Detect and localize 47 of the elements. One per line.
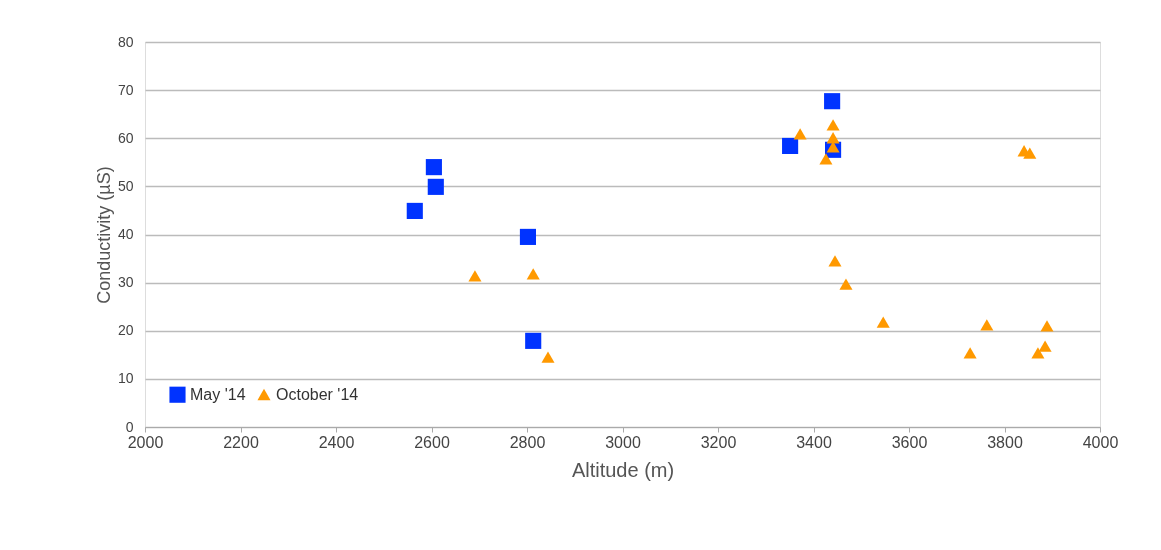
- point: [1038, 340, 1052, 352]
- y-tick-label: 20: [117, 322, 134, 339]
- point: [819, 153, 833, 165]
- point: [876, 316, 890, 328]
- y-tick-label: 30: [117, 274, 134, 291]
- point: [1031, 347, 1045, 359]
- x-tick-label: 3800: [987, 433, 1023, 451]
- y-tick-label: 60: [117, 129, 134, 146]
- x-tick-label: 3600: [891, 433, 928, 451]
- x-tick-label: 3000: [605, 433, 641, 451]
- point: [980, 319, 994, 331]
- y-tick-label: 80: [117, 33, 134, 50]
- point: [541, 351, 555, 363]
- point: [963, 347, 977, 359]
- point: [1023, 147, 1037, 159]
- point: [1040, 320, 1054, 332]
- point: [526, 268, 540, 280]
- point: [793, 128, 807, 140]
- y-axis-title: Conductivity (µS): [93, 166, 114, 304]
- y-tick-label: 50: [117, 177, 134, 194]
- x-tick-label: 2400: [318, 433, 355, 451]
- x-axis-title: Altitude (m): [571, 458, 675, 481]
- x-tick-label: 4000: [1082, 433, 1119, 451]
- point: [525, 332, 542, 349]
- x-tick-label: 2800: [509, 433, 546, 451]
- x-tick-label: 3200: [700, 433, 737, 451]
- point: [406, 202, 423, 219]
- point: [427, 178, 444, 195]
- x-tick-label: 2200: [223, 433, 259, 451]
- x-tick-label: 2000: [127, 433, 164, 451]
- legend-label: October '14: [276, 385, 359, 403]
- point: [425, 159, 442, 176]
- legend-label: May '14: [190, 385, 246, 403]
- point: [839, 278, 853, 290]
- y-tick-label: 0: [125, 418, 134, 435]
- point: [828, 255, 842, 267]
- y-tick-label: 10: [117, 370, 134, 387]
- point: [826, 141, 840, 153]
- x-tick-label: 3400: [796, 433, 832, 451]
- y-tick-label: 40: [117, 226, 134, 242]
- point: [782, 137, 799, 155]
- point: [468, 270, 482, 282]
- x-tick-label: 2600: [414, 433, 450, 451]
- point: [519, 228, 537, 245]
- point: [826, 119, 840, 131]
- point: [824, 93, 841, 110]
- y-tick-label: 70: [117, 81, 134, 98]
